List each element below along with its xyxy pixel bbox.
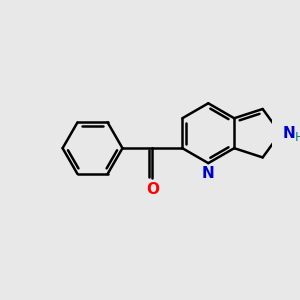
Text: O: O [146,182,159,197]
Text: N: N [202,166,215,181]
Text: H: H [295,131,300,144]
Text: N: N [283,126,296,141]
